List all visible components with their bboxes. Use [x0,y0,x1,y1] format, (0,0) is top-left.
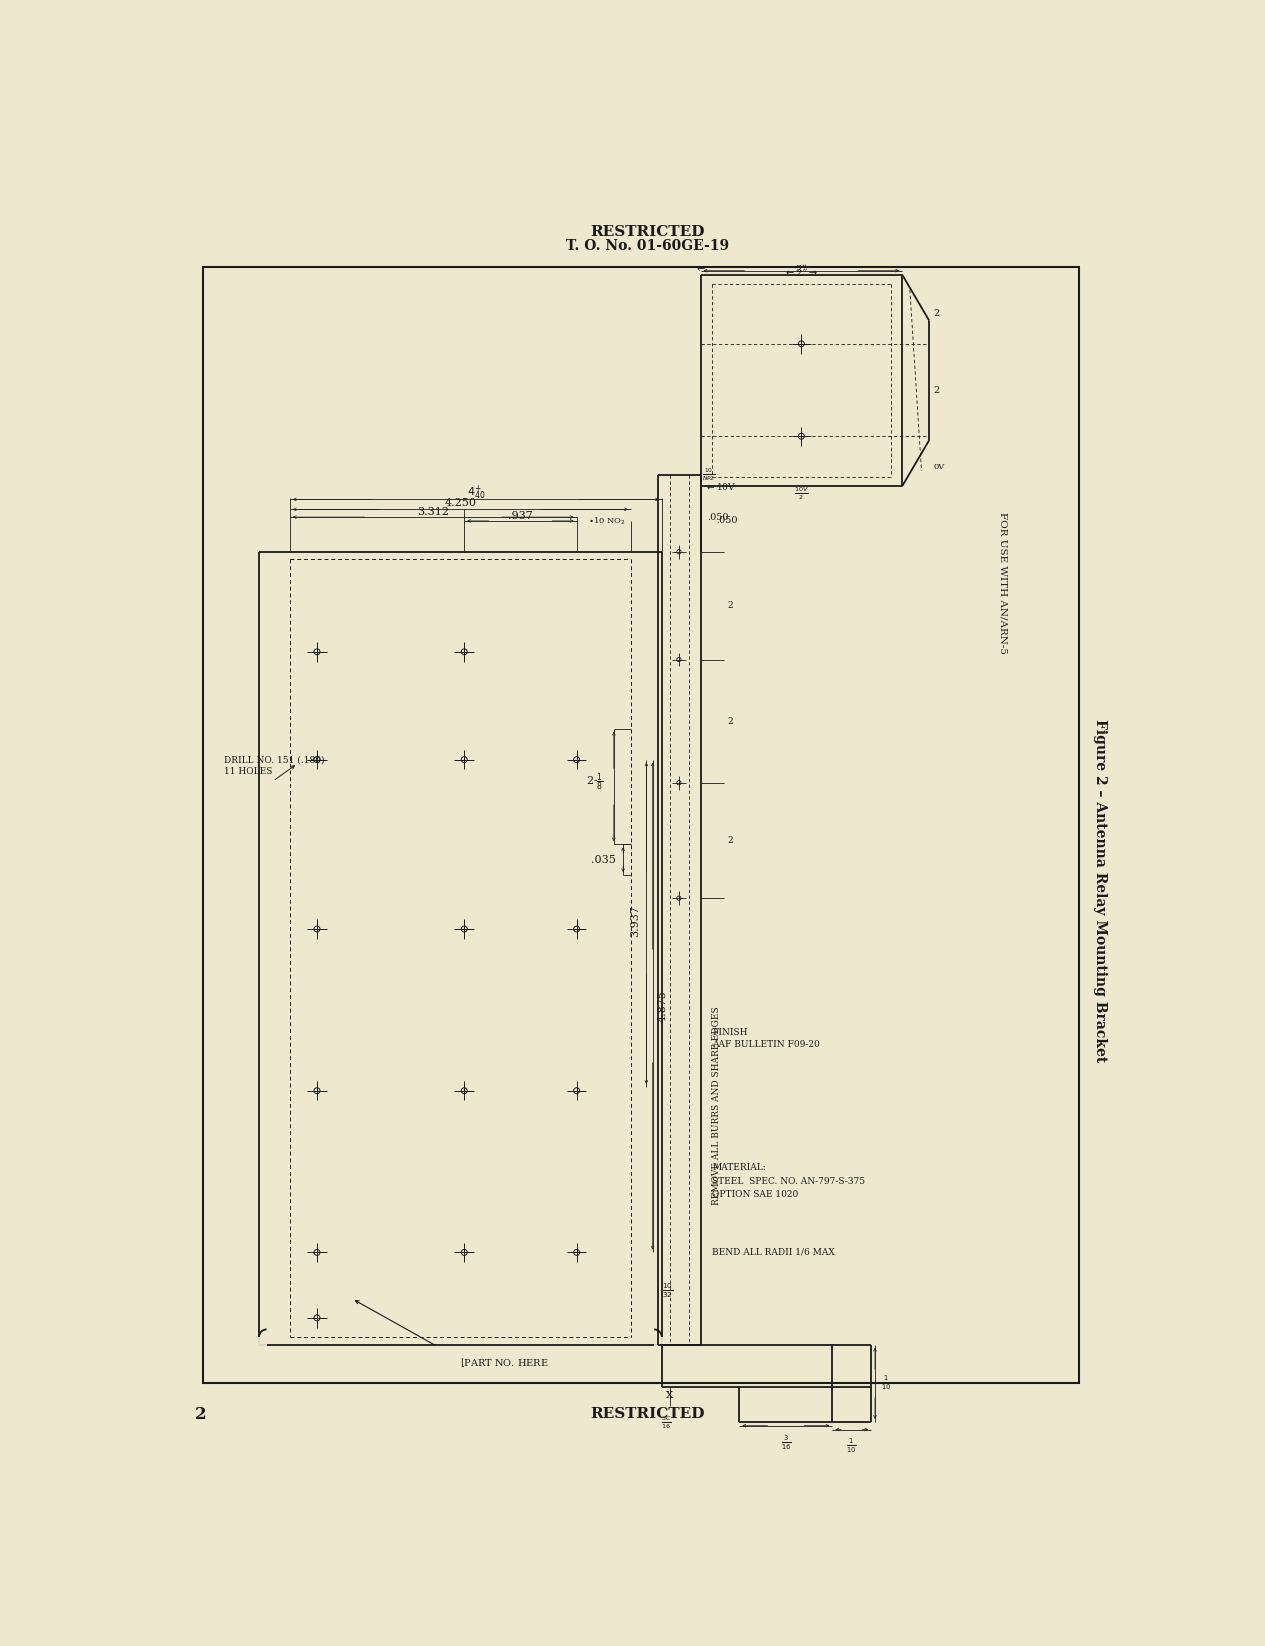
Text: 2: 2 [727,601,734,611]
Text: FINISH: FINISH [712,1029,748,1037]
Text: 4.875: 4.875 [658,991,668,1022]
Text: $\bullet$10 NO$_2$: $\bullet$10 NO$_2$ [588,515,626,527]
Text: $\frac{10}{NP2}$: $\frac{10}{NP2}$ [702,466,716,482]
Text: 2: 2 [195,1406,206,1422]
Text: STEEL  SPEC. NO. AN-797-S-375: STEEL SPEC. NO. AN-797-S-375 [712,1177,865,1187]
Text: 3.312: 3.312 [417,507,449,517]
Text: 2: 2 [934,308,940,318]
Text: OPTION SAE 1020: OPTION SAE 1020 [712,1190,798,1200]
Text: $\leftarrow$10V: $\leftarrow$10V [706,481,736,492]
Bar [204,267,1079,1383]
Text: DRILL NO. 151 (.180): DRILL NO. 151 (.180) [224,756,325,764]
Text: MATERIAL:: MATERIAL: [712,1164,767,1172]
Text: $\lfloor$PART NO. HERE: $\lfloor$PART NO. HERE [460,1356,549,1369]
Text: T. O. No. 01-60GE-19: T. O. No. 01-60GE-19 [567,239,730,253]
Text: 11 HOLES: 11 HOLES [224,767,272,775]
Text: $\leftarrow$: $\leftarrow$ [694,263,706,273]
Text: x: x [667,1388,673,1401]
Text: .035: .035 [591,854,615,864]
Text: FOR USE WITH AN/ARN-5: FOR USE WITH AN/ARN-5 [998,512,1007,653]
Text: RESTRICTED: RESTRICTED [591,226,705,239]
Text: 2$^{\prime\prime}$: 2$^{\prime\prime}$ [796,262,807,275]
Text: $\leftarrow$2$^{\prime\prime}$$\rightarrow$: $\leftarrow$2$^{\prime\prime}$$\rightarr… [784,267,818,278]
Text: .937: .937 [509,512,534,522]
Text: 2: 2 [727,836,734,844]
Text: 4.250: 4.250 [444,499,477,509]
Text: 0V: 0V [934,463,945,471]
Text: 3.937: 3.937 [630,905,640,937]
Text: $\frac{1}{10}$: $\frac{1}{10}$ [846,1437,858,1455]
Text: .050: .050 [716,517,737,525]
Text: REMOVE ALL BURRS AND SHARP EDGES: REMOVE ALL BURRS AND SHARP EDGES [712,1007,721,1205]
Text: $\frac{3}{16}$: $\frac{3}{16}$ [781,1434,791,1452]
Text: $\frac{1}{10}$: $\frac{1}{10}$ [882,1374,892,1393]
Text: 2: 2 [727,716,734,726]
Text: $4^{+}_{40}$: $4^{+}_{40}$ [467,484,486,502]
Text: BEND ALL RADII 1/6 MAX: BEND ALL RADII 1/6 MAX [712,1248,835,1258]
Text: RESTRICTED: RESTRICTED [591,1407,705,1420]
Text: $\frac{10V}{2}$: $\frac{10V}{2}$ [794,486,808,502]
Text: 2-$\frac{1}{8}$: 2-$\frac{1}{8}$ [586,772,603,793]
Text: AAF BULLETIN F09-20: AAF BULLETIN F09-20 [712,1040,820,1049]
Text: 2: 2 [934,385,940,395]
Text: .050: .050 [707,512,729,522]
Text: Figure 2 – Antenna Relay Mounting Bracket: Figure 2 – Antenna Relay Mounting Bracke… [1093,719,1107,1062]
Text: $\frac{3C}{16}$: $\frac{3C}{16}$ [660,1414,670,1430]
Text: $\frac{10}{32}$: $\frac{10}{32}$ [663,1282,674,1300]
